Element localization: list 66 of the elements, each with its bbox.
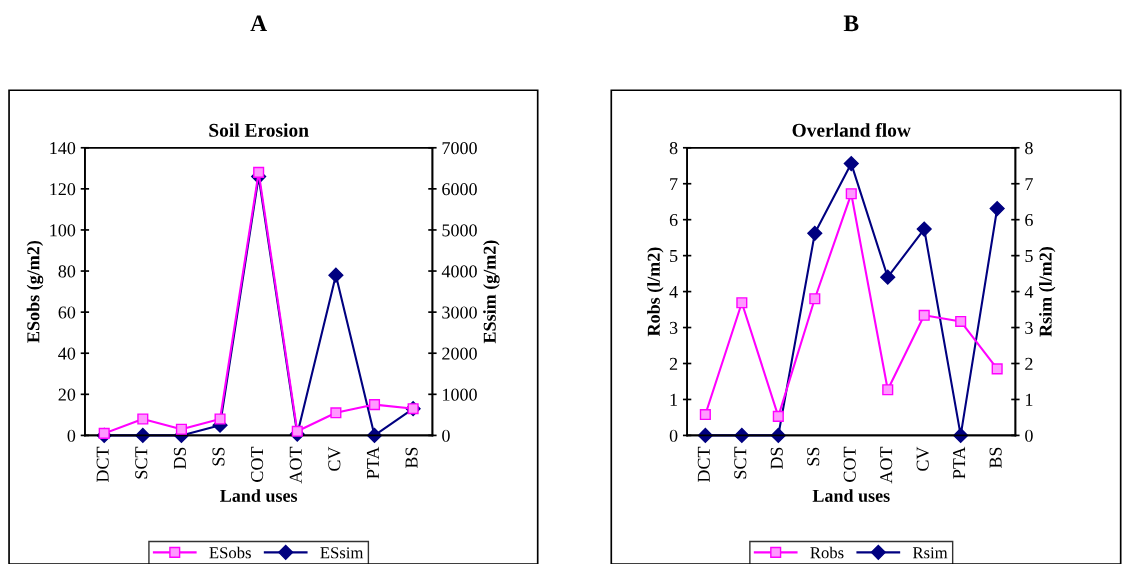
y2-tick-label: 5 bbox=[1025, 250, 1033, 263]
y2-tick-label: 0 bbox=[1025, 429, 1033, 442]
legend-label: ESsim bbox=[320, 547, 364, 559]
y-axis-title: Robs (l/m2) bbox=[647, 247, 664, 337]
y2-tick-label: 2 bbox=[1025, 357, 1033, 370]
y2-tick-label: 6 bbox=[1025, 213, 1033, 227]
y-tick-label: 0 bbox=[67, 429, 76, 442]
y2-axis-title: Rsim (l/m2) bbox=[1039, 247, 1056, 337]
legend-label: ESobs bbox=[209, 546, 251, 559]
x-tick-label: BS bbox=[405, 447, 418, 469]
x-tick-label: COT bbox=[251, 446, 264, 482]
x-axis-title: Land uses bbox=[812, 489, 890, 502]
y-tick-label: 1 bbox=[670, 393, 678, 406]
chart-subtitle: Soil Erosion bbox=[209, 123, 309, 137]
chart-title: A bbox=[250, 15, 268, 32]
x-tick-label: AOT bbox=[289, 446, 302, 484]
x-tick-label: SS bbox=[212, 447, 225, 466]
x-tick-label: DS bbox=[770, 447, 783, 470]
legend-label: Robs bbox=[810, 546, 844, 559]
x-tick-label: BS bbox=[989, 447, 1002, 469]
y2-tick-label: 8 bbox=[1025, 142, 1033, 155]
x-tick-label: SCT bbox=[734, 446, 747, 479]
x-tick-label: PTA bbox=[953, 446, 966, 479]
y2-tick-label: 7 bbox=[1025, 178, 1033, 190]
x-tick-label: DCT bbox=[96, 446, 109, 483]
y-tick-label: 5 bbox=[670, 250, 678, 263]
y-tick-label: 0 bbox=[669, 429, 678, 442]
y2-tick-label: 1000 bbox=[443, 388, 477, 401]
x-tick-label: AOT bbox=[880, 446, 893, 484]
y-tick-label: 7 bbox=[670, 178, 678, 190]
y2-tick-label: 1 bbox=[1026, 393, 1033, 406]
y-tick-label: 100 bbox=[50, 224, 76, 237]
y-tick-label: 6 bbox=[669, 213, 678, 227]
x-axis-title: Land uses bbox=[220, 489, 298, 502]
y-tick-label: 80 bbox=[58, 265, 76, 278]
x-tick-label: COT bbox=[843, 446, 856, 482]
y-tick-label: 60 bbox=[58, 306, 76, 319]
y-tick-label: 8 bbox=[669, 142, 678, 155]
x-tick-label: DCT bbox=[697, 446, 710, 483]
y2-tick-label: 3 bbox=[1025, 321, 1033, 334]
y2-tick-label: 4 bbox=[1024, 285, 1034, 298]
chart-title: B bbox=[843, 15, 859, 32]
y-tick-label: 2 bbox=[669, 357, 678, 370]
legend-label: Rsim bbox=[912, 547, 948, 559]
chart-subtitle: Overland flow bbox=[792, 122, 911, 137]
y2-tick-label: 5000 bbox=[442, 224, 477, 237]
y2-tick-label: 2000 bbox=[442, 347, 477, 360]
y2-tick-label: 4000 bbox=[441, 265, 477, 278]
y-tick-label: 120 bbox=[50, 183, 76, 196]
x-tick-label: PTA bbox=[366, 446, 379, 479]
y2-tick-label: 0 bbox=[442, 429, 450, 442]
x-tick-label: SCT bbox=[135, 446, 148, 479]
y2-axis-title: ESsim (g/m2) bbox=[483, 240, 500, 344]
y-tick-label: 4 bbox=[669, 285, 678, 298]
x-tick-label: SS bbox=[807, 447, 820, 466]
x-tick-label: CV bbox=[916, 446, 929, 471]
x-tick-label: DS bbox=[173, 447, 186, 470]
y-axis-title: ESobs (g/m2) bbox=[26, 240, 44, 343]
y-tick-label: 140 bbox=[50, 142, 76, 155]
y-tick-label: 40 bbox=[58, 347, 76, 360]
x-tick-label: CV bbox=[328, 446, 341, 471]
y2-tick-label: 7000 bbox=[442, 142, 477, 155]
y-tick-label: 3 bbox=[669, 321, 678, 334]
y2-tick-label: 6000 bbox=[442, 183, 477, 196]
y-tick-label: 20 bbox=[58, 388, 76, 401]
y2-tick-label: 3000 bbox=[442, 306, 477, 319]
